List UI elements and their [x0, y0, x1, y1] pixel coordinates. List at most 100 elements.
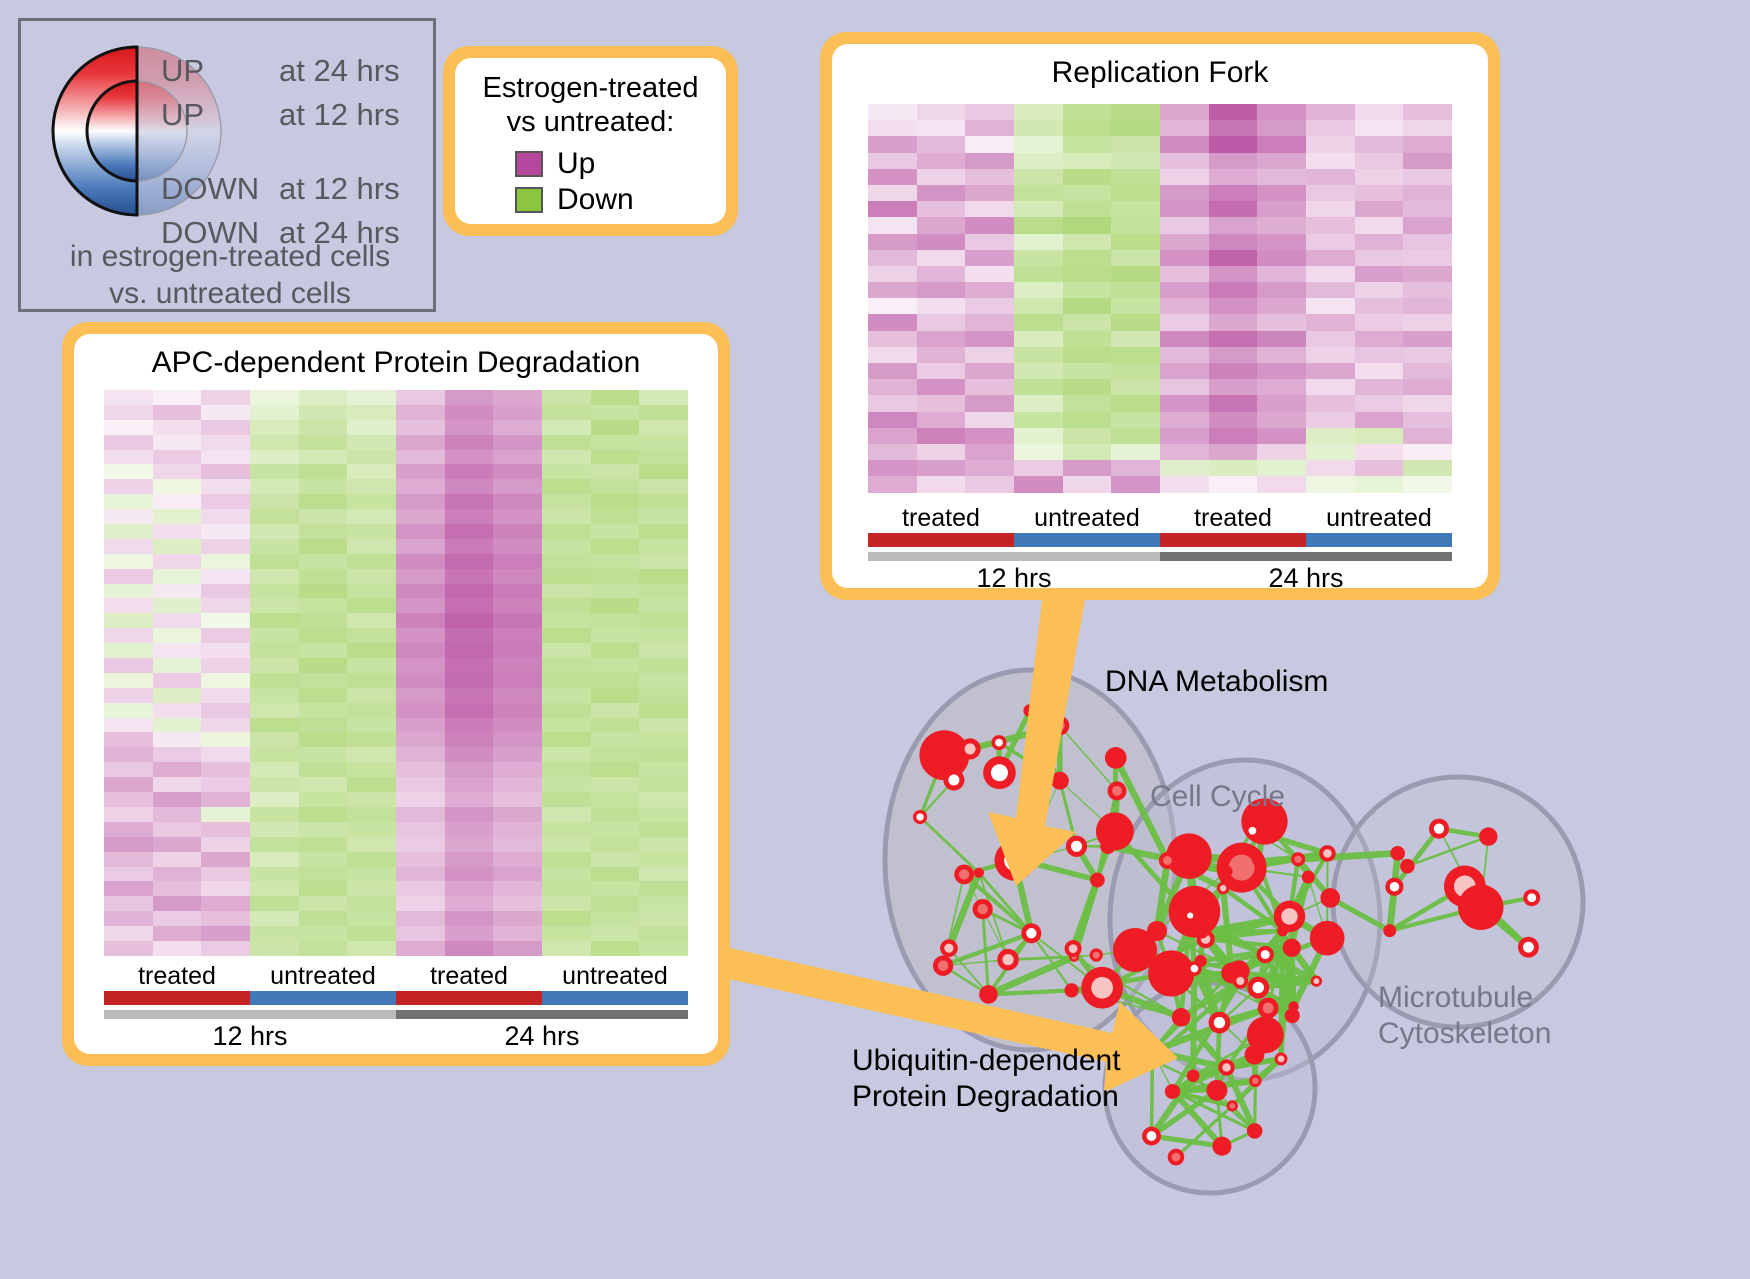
heatmap-cell — [493, 390, 542, 405]
heatmap-cell — [868, 233, 917, 250]
network-edge — [1178, 1015, 1229, 1070]
heatmap-cell — [590, 464, 640, 480]
heatmap-cell — [1062, 346, 1112, 363]
heatmap-cell — [1403, 298, 1452, 315]
heatmap-cell — [249, 568, 299, 584]
label-microtubule-cytoskeleton: Microtubule Cytoskeleton — [1378, 980, 1551, 1052]
heatmap-row — [868, 233, 1452, 250]
heatmap-cell — [152, 524, 202, 539]
heatmap-cell — [868, 104, 917, 121]
heatmap-cell — [1305, 427, 1355, 444]
heatmap-row — [868, 298, 1452, 315]
ubq-line-2: Protein Degradation — [852, 1080, 1119, 1113]
heatmap-cell — [1208, 136, 1258, 153]
heatmap-cell — [152, 702, 202, 718]
heatmap-cell — [590, 940, 640, 956]
heatmap-cell — [1208, 168, 1258, 185]
heatmap-cell — [444, 672, 494, 688]
heatmap-cell — [868, 120, 917, 137]
heatmap-cell — [444, 911, 494, 927]
ubq-line-1: Ubiquitin-dependent — [852, 1044, 1121, 1077]
heatmap-row — [868, 120, 1452, 137]
heatmap-cell — [152, 717, 202, 733]
heatmap-cell — [1257, 184, 1306, 202]
heatmap-cell — [104, 911, 153, 927]
heatmap-cell — [298, 613, 348, 629]
heatmap-cell — [104, 419, 153, 435]
heatmap-cell — [152, 598, 202, 614]
heatmap-cell — [868, 330, 917, 347]
network-node — [1212, 1136, 1232, 1156]
heatmap-cell — [1403, 184, 1452, 202]
condition-label: treated — [1194, 504, 1272, 532]
heatmap-cell — [639, 613, 688, 629]
heatmap-cell — [201, 762, 250, 778]
heatmap-cell — [298, 538, 348, 554]
heatmap-row — [868, 168, 1452, 185]
heatmap-cell — [1111, 184, 1160, 202]
heatmap-cell — [1013, 282, 1063, 299]
network-node — [1208, 1011, 1231, 1034]
heatmap-cell — [868, 249, 917, 266]
network-node — [1011, 849, 1033, 872]
heatmap-cell — [347, 911, 396, 927]
heatmap-cell — [444, 494, 494, 510]
heatmap-cell — [104, 643, 153, 659]
timepoint-label: 12 hrs — [212, 1021, 288, 1051]
heatmap-cell — [639, 896, 688, 912]
heatmap-cell — [298, 836, 348, 852]
heatmap-cell — [1257, 395, 1306, 412]
heatmap-cell — [444, 702, 494, 718]
heatmap-cell — [1403, 136, 1452, 153]
heatmap-cell — [1208, 379, 1258, 396]
heatmap-cell — [493, 940, 542, 956]
heatmap-cell — [639, 583, 688, 599]
heatmap-cell — [395, 628, 445, 644]
heatmap-row — [104, 434, 688, 450]
heatmap-cell — [249, 866, 299, 882]
heatmap-cell — [916, 443, 966, 461]
heatmap-row — [868, 282, 1452, 299]
heatmap-cell — [868, 168, 917, 185]
heatmap-cell — [639, 672, 688, 688]
heatmap-cell — [590, 553, 640, 569]
network-edge — [1174, 1104, 1234, 1159]
condition-label: treated — [138, 962, 216, 990]
heatmap-cell — [152, 896, 202, 912]
heatmap-cell — [639, 911, 688, 927]
heatmap-cell — [965, 120, 1014, 137]
heatmap-cell — [152, 881, 202, 897]
network-node — [1050, 771, 1069, 790]
network-node — [1246, 1123, 1263, 1139]
network-node — [973, 867, 984, 878]
heatmap-cell — [639, 717, 688, 733]
heatmap-cell — [395, 479, 445, 495]
heatmap-cell — [249, 702, 299, 718]
heatmap-cell — [916, 184, 966, 202]
heatmap-cell — [104, 449, 153, 465]
heatmap-cell — [916, 298, 966, 315]
network-edge — [1112, 756, 1171, 862]
heatmap-cell — [493, 509, 542, 525]
legend-row-up-24: UP at 24 hrs — [161, 55, 400, 86]
network-node — [1310, 975, 1323, 987]
heatmap-cell — [249, 613, 299, 629]
heatmap-cell — [1111, 217, 1160, 234]
heatmap-cell — [965, 363, 1014, 380]
heatmap-cell — [1208, 233, 1258, 250]
network-node — [940, 939, 958, 958]
heatmap-cell — [201, 806, 250, 822]
heatmap-cell — [590, 911, 640, 927]
heatmap-cell — [590, 404, 640, 420]
heatmap-cell — [1305, 330, 1355, 347]
heatmap-cell — [639, 732, 688, 748]
heatmap-cell — [541, 494, 591, 510]
heatmap-cell — [493, 851, 542, 867]
circle-legend-caption: in estrogen-treated cells vs. untreated … — [21, 239, 439, 312]
heatmap-cell — [1111, 427, 1160, 444]
micro-line-1: Microtubule — [1378, 981, 1534, 1014]
heatmap-cell — [493, 449, 542, 465]
network-node — [1400, 858, 1415, 874]
heatmap-cell — [1159, 476, 1209, 493]
heatmap-cell — [395, 702, 445, 718]
